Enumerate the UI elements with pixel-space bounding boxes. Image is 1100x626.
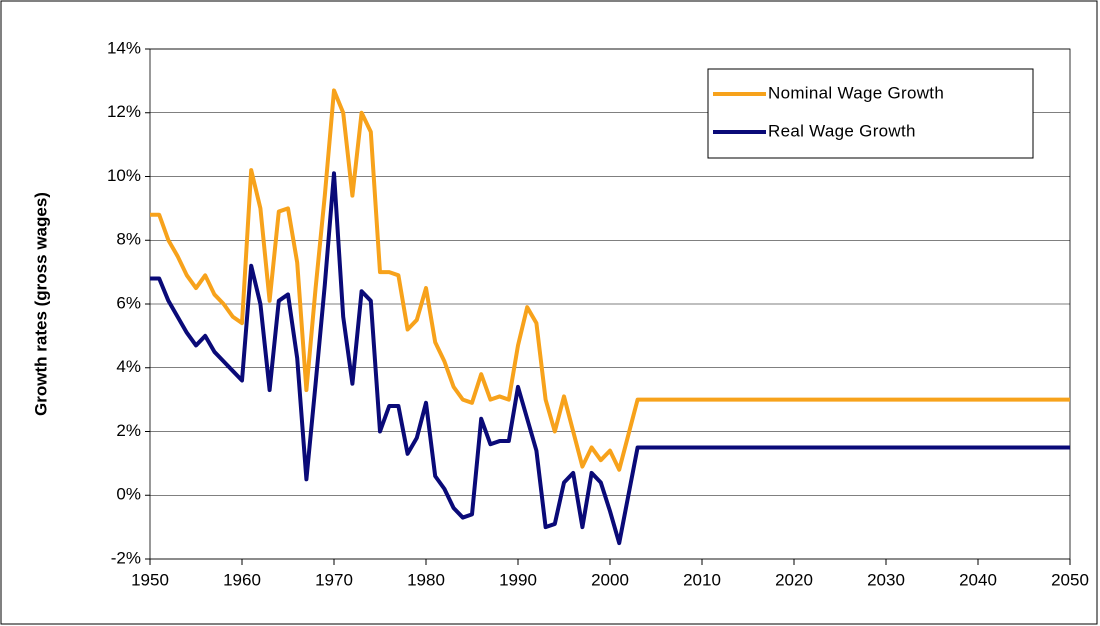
legend-box — [707, 68, 1034, 159]
series-line — [150, 88, 1070, 472]
x-tick-label: 2010 — [683, 570, 721, 589]
y-tick-label: 12% — [107, 102, 141, 121]
y-tick-label: 8% — [116, 230, 141, 249]
x-tick-label: 2040 — [959, 570, 997, 589]
y-tick-label: 4% — [116, 357, 141, 376]
x-tick-label: 1950 — [131, 570, 169, 589]
x-tick-label: 2020 — [775, 570, 813, 589]
x-tick-label: 2030 — [867, 570, 905, 589]
y-tick-label: 0% — [116, 485, 141, 504]
y-tick-label: 10% — [107, 166, 141, 185]
series-line — [150, 171, 1070, 546]
x-tick-label: 1970 — [315, 570, 353, 589]
y-tick-label: 14% — [107, 38, 141, 57]
y-tick-label: 2% — [116, 421, 141, 440]
y-tick-label: -2% — [111, 548, 141, 567]
x-tick-label: 1980 — [407, 570, 445, 589]
y-tick-label: 6% — [116, 293, 141, 312]
y-axis-label: Growth rates (gross wages) — [31, 192, 50, 416]
legend-label: Real Wage Growth — [768, 121, 916, 140]
plot-area — [149, 48, 1071, 560]
x-tick-label: 2050 — [1051, 570, 1089, 589]
x-tick-label: 1960 — [223, 570, 261, 589]
x-tick-label: 1990 — [499, 570, 537, 589]
x-tick-label: 2000 — [591, 570, 629, 589]
legend-label: Nominal Wage Growth — [768, 83, 944, 102]
